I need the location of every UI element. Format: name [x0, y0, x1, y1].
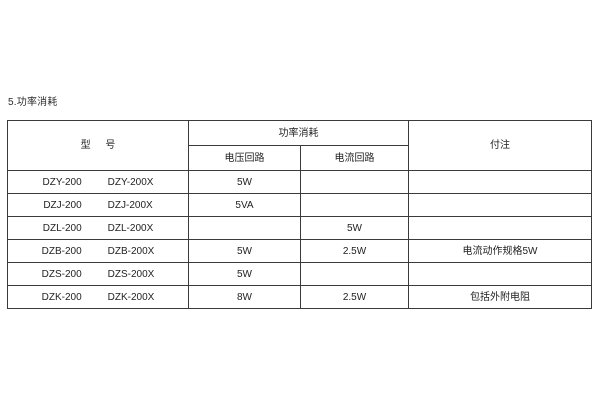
column-header-note: 付注	[408, 120, 592, 171]
cell-model: DZY-200 DZY-200X	[7, 170, 189, 194]
cell-voltage-circuit: 8W	[188, 285, 301, 309]
model-name-variant: DZS-200X	[107, 268, 155, 280]
cell-current-circuit	[300, 170, 409, 194]
column-header-voltage-circuit: 电压回路	[188, 145, 301, 171]
model-name-primary: DZS-200	[41, 268, 82, 280]
cell-voltage-circuit: 5W	[188, 262, 301, 286]
column-header-model: 型 号	[7, 120, 189, 171]
column-header-model-label: 型 号	[80, 140, 122, 151]
cell-model: DZB-200 DZB-200X	[7, 239, 189, 263]
model-name-variant: DZY-200X	[107, 176, 154, 188]
model-name-variant: DZJ-200X	[107, 199, 153, 211]
table-row: DZK-200 DZK-200X 8W 2.5W 包括外附电阻	[7, 285, 592, 309]
table-header-row-secondary: 电压回路 电流回路	[8, 145, 592, 171]
table-body: DZY-200 DZY-200X 5W DZJ-200 DZJ-200X	[7, 170, 592, 309]
cell-voltage-circuit: 5W	[188, 170, 301, 194]
model-name-primary: DZB-200	[41, 245, 82, 257]
table-row: DZS-200 DZS-200X 5W	[7, 262, 592, 286]
table-header: 型 号 功率消耗 付注 电压回路 电流回路	[7, 120, 592, 171]
cell-note	[408, 170, 592, 194]
cell-current-circuit	[300, 262, 409, 286]
cell-current-circuit: 2.5W	[300, 285, 409, 309]
table-row: DZY-200 DZY-200X 5W	[7, 170, 592, 194]
cell-model: DZK-200 DZK-200X	[7, 285, 189, 309]
cell-note: 电流动作规格5W	[408, 239, 592, 263]
cell-current-circuit: 2.5W	[300, 239, 409, 263]
cell-voltage-circuit: 5W	[188, 239, 301, 263]
model-name-primary: DZK-200	[41, 291, 82, 303]
model-name-variant: DZL-200X	[107, 222, 154, 234]
table-row: DZB-200 DZB-200X 5W 2.5W 电流动作规格5W	[7, 239, 592, 263]
column-header-current-circuit: 电流回路	[300, 145, 409, 171]
model-name-primary: DZY-200	[42, 176, 82, 188]
cell-voltage-circuit	[188, 216, 301, 240]
model-name-variant: DZB-200X	[107, 245, 155, 257]
power-consumption-table: 型 号 功率消耗 付注 电压回路 电流回路 DZY-200 DZY-200X	[7, 120, 592, 309]
table-row: DZJ-200 DZJ-200X 5VA	[7, 193, 592, 217]
column-header-power-consumption: 功率消耗	[188, 120, 409, 146]
page-title: 5.功率消耗	[8, 97, 58, 108]
cell-model: DZJ-200 DZJ-200X	[7, 193, 189, 217]
power-consumption-table-container: 型 号 功率消耗 付注 电压回路 电流回路 DZY-200 DZY-200X	[7, 120, 592, 309]
cell-current-circuit	[300, 193, 409, 217]
cell-note	[408, 216, 592, 240]
cell-voltage-circuit: 5VA	[188, 193, 301, 217]
cell-note	[408, 262, 592, 286]
model-name-variant: DZK-200X	[107, 291, 155, 303]
cell-note	[408, 193, 592, 217]
model-name-primary: DZJ-200	[43, 199, 82, 211]
table-header-row-primary: 型 号 功率消耗 付注	[7, 120, 592, 171]
cell-note: 包括外附电阻	[408, 285, 592, 309]
cell-current-circuit: 5W	[300, 216, 409, 240]
table-row: DZL-200 DZL-200X 5W	[7, 216, 592, 240]
model-name-primary: DZL-200	[42, 222, 82, 234]
cell-model: DZL-200 DZL-200X	[7, 216, 189, 240]
cell-model: DZS-200 DZS-200X	[7, 262, 189, 286]
